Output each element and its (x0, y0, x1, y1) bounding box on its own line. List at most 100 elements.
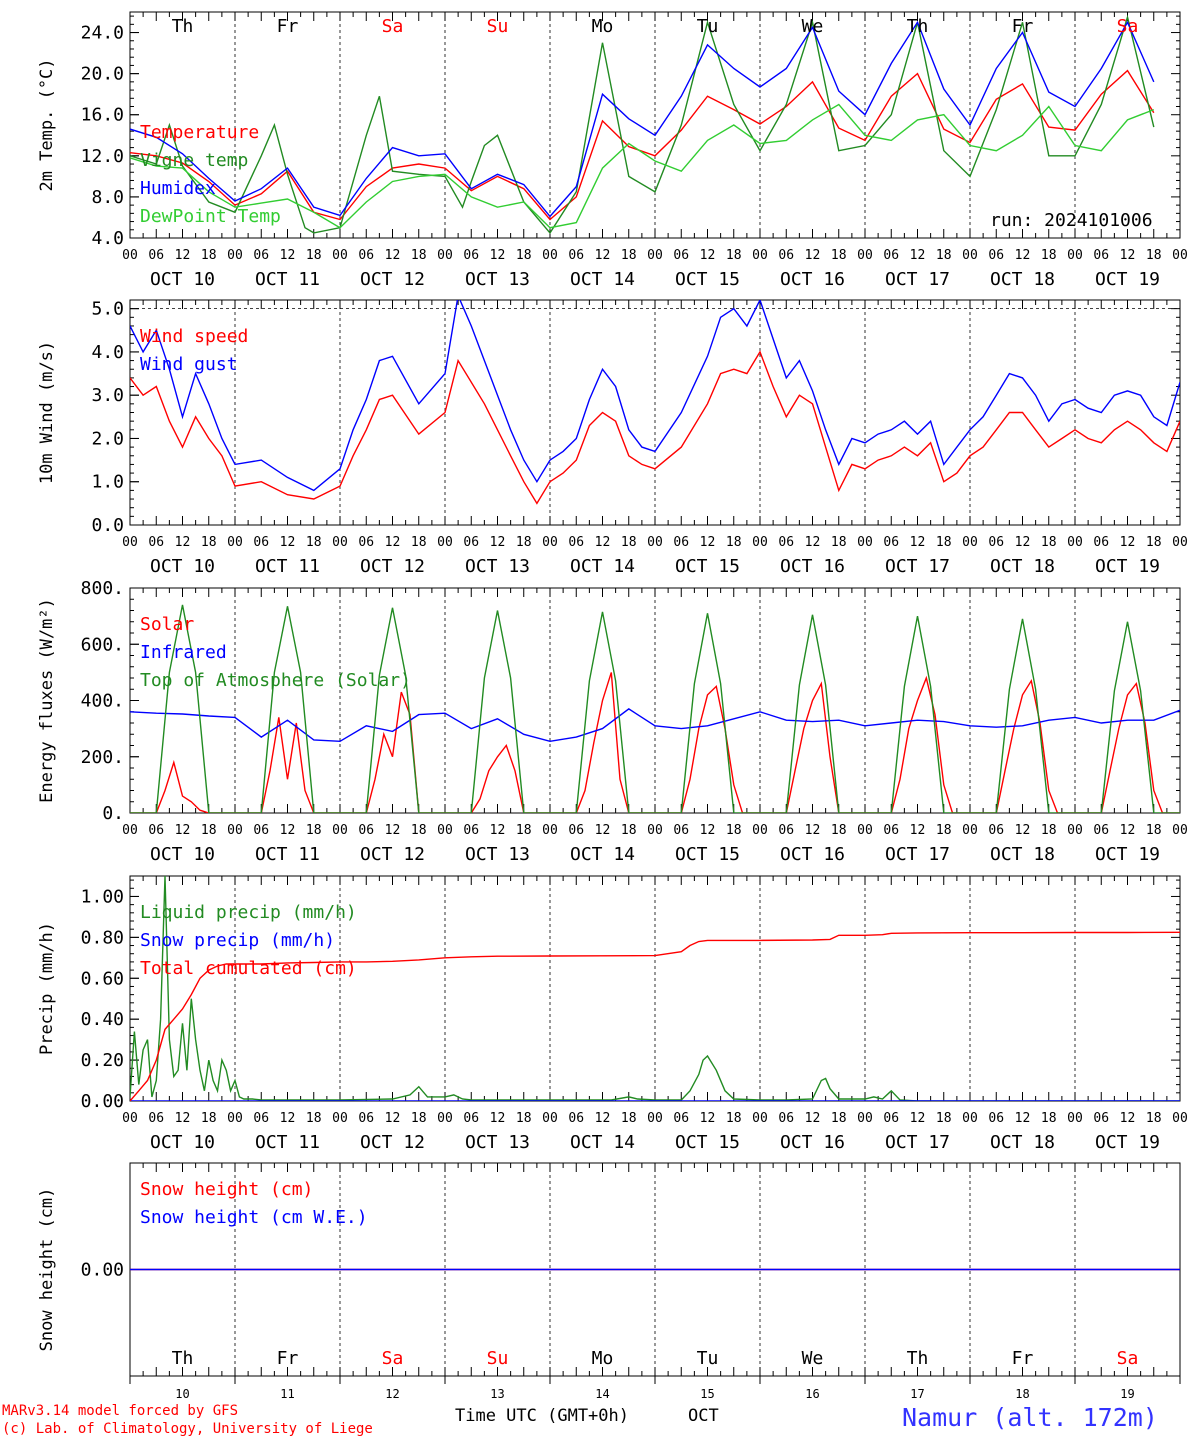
hour-label: 12 (1015, 535, 1031, 550)
hour-label: 00 (122, 535, 138, 550)
hour-label: 12 (1015, 823, 1031, 838)
hour-label: 12 (490, 823, 506, 838)
y-tick-label: 1.0 (91, 472, 124, 493)
hour-label: 00 (647, 248, 663, 263)
run-label: run: 2024101006 (990, 210, 1153, 231)
date-label: OCT 12 (360, 556, 425, 577)
station-name: Namur (alt. 172m) (902, 1403, 1158, 1432)
date-label: OCT 18 (990, 556, 1055, 577)
hour-label: 12 (280, 1111, 296, 1126)
hour-label: 18 (306, 823, 322, 838)
day-abbr-top: Su (487, 16, 509, 37)
legend-item: Wind speed (140, 326, 248, 347)
hour-label: 12 (700, 1111, 716, 1126)
date-label: OCT 12 (360, 1132, 425, 1153)
day-number: 19 (1120, 1387, 1134, 1401)
hour-label: 00 (1067, 823, 1083, 838)
hour-label: 12 (175, 248, 191, 263)
hour-label: 06 (988, 535, 1004, 550)
y-tick-label: 0.40 (81, 1009, 124, 1030)
hour-label: 06 (463, 248, 479, 263)
hour-label: 06 (253, 823, 269, 838)
y-tick-label: 400. (81, 691, 124, 712)
date-label: OCT 12 (360, 844, 425, 865)
hour-label: 18 (306, 535, 322, 550)
series-dewpoint-temp (130, 103, 1155, 229)
date-label: OCT 14 (570, 844, 635, 865)
hour-label: 06 (463, 535, 479, 550)
y-tick-label: 0. (102, 803, 124, 824)
date-label: OCT 16 (780, 844, 845, 865)
hour-label: 00 (542, 823, 558, 838)
hour-label: 00 (437, 248, 453, 263)
hour-label: 06 (988, 248, 1004, 263)
hour-label: 18 (1041, 1111, 1057, 1126)
date-label: OCT 15 (675, 556, 740, 577)
hour-label: 00 (857, 535, 873, 550)
hour-label: 12 (1120, 1111, 1136, 1126)
hour-label: 18 (936, 535, 952, 550)
y-tick-label: 200. (81, 747, 124, 768)
hour-label: 00 (1172, 1111, 1188, 1126)
hour-label: 12 (805, 823, 821, 838)
hour-label: 18 (831, 823, 847, 838)
hour-label: 06 (568, 1111, 584, 1126)
date-label: OCT 18 (990, 269, 1055, 290)
hour-label: 12 (175, 535, 191, 550)
date-label: OCT 14 (570, 269, 635, 290)
day-abbr-top: Sa (1117, 16, 1139, 37)
hour-label: 06 (148, 1111, 164, 1126)
hour-label: 00 (542, 248, 558, 263)
date-label: OCT 15 (675, 844, 740, 865)
series-humidex (130, 20, 1155, 218)
date-label: OCT 18 (990, 844, 1055, 865)
hour-label: 00 (227, 248, 243, 263)
date-label: OCT 16 (780, 269, 845, 290)
hour-label: 12 (595, 248, 611, 263)
day-abbr-bottom: Th (907, 1348, 929, 1369)
hour-label: 18 (1146, 823, 1162, 838)
hour-label: 18 (831, 248, 847, 263)
hour-label: 12 (1015, 248, 1031, 263)
day-number: 11 (280, 1387, 294, 1401)
hour-label: 18 (201, 535, 217, 550)
hour-label: 06 (148, 248, 164, 263)
hour-label: 00 (332, 1111, 348, 1126)
y-tick-label: 4.0 (91, 342, 124, 363)
date-label: OCT 19 (1095, 1132, 1160, 1153)
series-wind-speed (130, 350, 1180, 505)
hour-label: 00 (647, 1111, 663, 1126)
hour-label: 06 (463, 1111, 479, 1126)
hour-label: 00 (1067, 248, 1083, 263)
hour-label: 12 (385, 823, 401, 838)
hour-label: 06 (778, 1111, 794, 1126)
date-label: OCT 18 (990, 1132, 1055, 1153)
hour-label: 12 (280, 823, 296, 838)
date-label: OCT 11 (255, 844, 320, 865)
hour-label: 00 (332, 248, 348, 263)
hour-label: 18 (516, 248, 532, 263)
hour-label: 00 (752, 1111, 768, 1126)
date-label: OCT 10 (150, 1132, 215, 1153)
hour-label: 06 (463, 823, 479, 838)
y-tick-label: 0.00 (81, 1260, 124, 1281)
hour-label: 06 (673, 823, 689, 838)
hour-label: 00 (332, 823, 348, 838)
hour-label: 00 (962, 1111, 978, 1126)
series-infrared (130, 708, 1180, 743)
hour-label: 00 (227, 823, 243, 838)
hour-label: 18 (936, 248, 952, 263)
day-abbr-bottom: Sa (1117, 1348, 1139, 1369)
y-tick-label: 16.0 (81, 105, 124, 126)
hour-label: 12 (805, 248, 821, 263)
hour-label: 12 (280, 535, 296, 550)
hour-label: 12 (910, 823, 926, 838)
hour-label: 18 (1041, 248, 1057, 263)
y-tick-label: 2.0 (91, 428, 124, 449)
hour-label: 00 (1172, 823, 1188, 838)
hour-label: 00 (1172, 535, 1188, 550)
hour-label: 12 (490, 535, 506, 550)
date-label: OCT 10 (150, 269, 215, 290)
legend-item: Snow precip (mm/h) (140, 930, 335, 951)
